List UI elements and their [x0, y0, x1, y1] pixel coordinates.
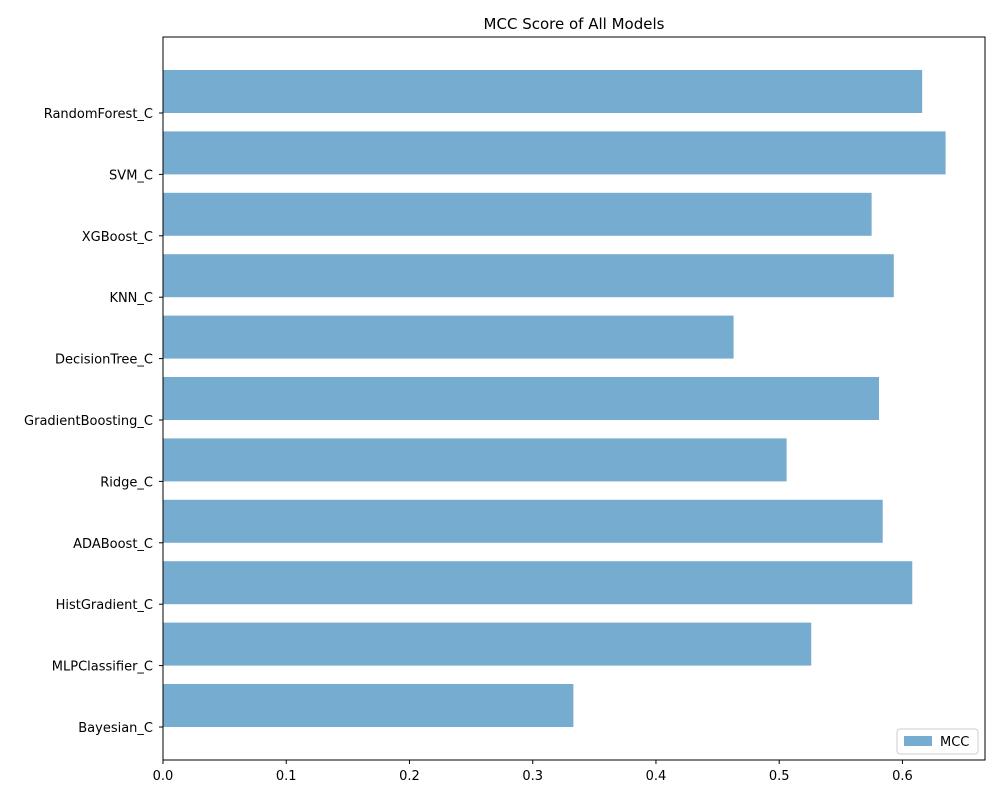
y-tick-label: HistGradient_C — [56, 598, 153, 613]
bar — [163, 315, 734, 359]
y-tick-label: DecisionTree_C — [55, 353, 153, 368]
legend: MCC — [896, 728, 979, 755]
bar — [163, 377, 880, 420]
y-axis-ticks: RandomForest_C SVM_C XGBoost_C KNN_C Decisio… — [24, 107, 163, 736]
chart-title: MCC Score of All Models — [484, 15, 665, 33]
y-tick-label: Ridge_C — [100, 475, 153, 490]
x-tick-label: 0.2 — [399, 769, 420, 784]
y-tick-label: KNN_C — [109, 291, 153, 306]
bar — [163, 622, 812, 666]
bars-layer — [163, 70, 946, 727]
bar — [163, 561, 913, 605]
y-tick-label: RandomForest_C — [44, 107, 153, 122]
bar — [163, 499, 883, 543]
y-tick-label: SVM_C — [109, 168, 153, 183]
bar — [163, 254, 894, 298]
x-tick-label: 0.5 — [769, 769, 790, 784]
x-axis-ticks: 0.0 0.1 0.2 0.3 0.4 0.5 0.6 — [153, 760, 913, 784]
legend-swatch — [904, 736, 932, 746]
y-tick-label: GradientBoosting_C — [24, 414, 153, 429]
x-tick-label: 0.4 — [646, 769, 667, 784]
bar — [163, 438, 787, 482]
legend-label: MCC — [940, 735, 969, 750]
plot-frame — [162, 36, 986, 761]
x-tick-label: 0.1 — [276, 769, 297, 784]
y-tick-label: MLPClassifier_C — [52, 660, 153, 675]
x-tick-label: 0.3 — [522, 769, 543, 784]
x-tick-label: 0.6 — [892, 769, 913, 784]
y-tick-label: Bayesian_C — [78, 721, 153, 736]
bar — [163, 192, 872, 236]
bar — [163, 131, 946, 175]
axes-layer — [162, 36, 986, 761]
legend-frame — [896, 728, 979, 755]
bar — [163, 684, 574, 727]
y-tick-label: ADABoost_C — [73, 537, 153, 552]
y-tick-label: XGBoost_C — [82, 230, 153, 245]
x-tick-label: 0.0 — [153, 769, 174, 784]
bar — [163, 70, 923, 113]
